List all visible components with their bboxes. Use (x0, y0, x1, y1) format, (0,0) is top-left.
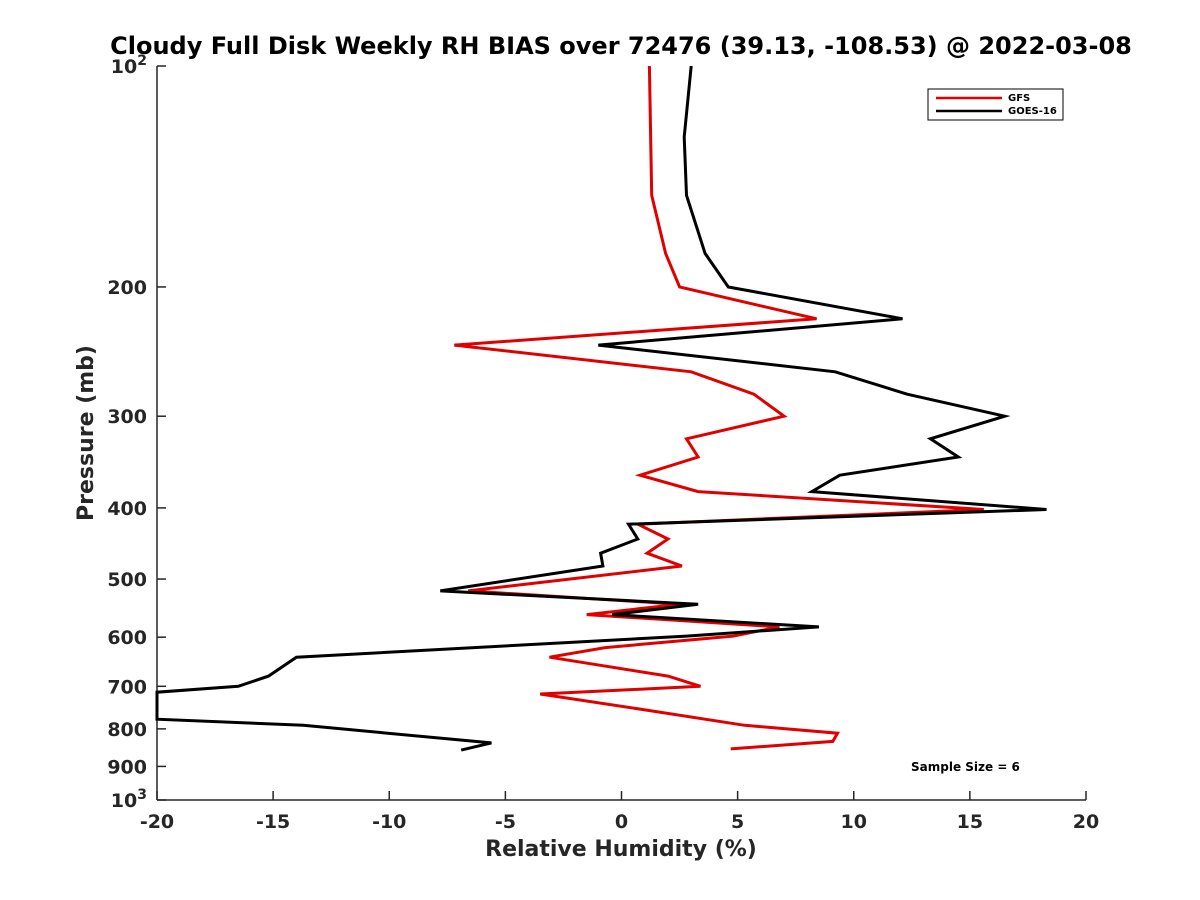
y-tick-label: 600 (107, 627, 147, 649)
y-tick-label: 700 (107, 676, 147, 698)
x-tick-label: 0 (615, 811, 628, 833)
x-tick-label: 20 (1073, 811, 1099, 833)
legend: GFS GOES-16 (927, 88, 1064, 121)
legend-label-gfs: GFS (1008, 93, 1030, 104)
x-tick-label: 10 (841, 811, 867, 833)
y-axis-label: Pressure (mb) (74, 345, 99, 521)
x-tick-label: 5 (731, 811, 744, 833)
y-tick-label: 900 (107, 756, 147, 778)
x-tick-label: -10 (372, 811, 406, 833)
y-ticks: 102 200 300 400 500 600 700 800 900 103 (107, 53, 166, 812)
x-ticks: -20 -15 -10 -5 0 5 10 15 20 (140, 791, 1099, 833)
y-tick-label: 800 (107, 719, 147, 741)
chart-title: Cloudy Full Disk Weekly RH BIAS over 724… (110, 32, 1132, 60)
legend-box (927, 88, 1064, 121)
series-group (155, 65, 1047, 752)
x-tick-label: -20 (140, 811, 174, 833)
sample-size-annotation: Sample Size = 6 (911, 760, 1020, 774)
series-line-gfs (454, 65, 984, 751)
series-line-goes16 (155, 65, 1047, 752)
legend-label-goes16: GOES-16 (1008, 106, 1057, 117)
x-tick-label: -15 (256, 811, 290, 833)
x-axis-label: Relative Humidity (%) (485, 837, 757, 862)
x-tick-label: -5 (495, 811, 516, 833)
y-tick-label: 400 (107, 498, 147, 520)
y-tick-label: 500 (107, 569, 147, 591)
x-tick-label: 15 (957, 811, 983, 833)
y-tick-label: 102 (111, 53, 147, 78)
y-tick-label: 300 (107, 406, 147, 428)
y-tick-label: 103 (111, 787, 147, 812)
y-tick-label: 200 (107, 277, 147, 299)
